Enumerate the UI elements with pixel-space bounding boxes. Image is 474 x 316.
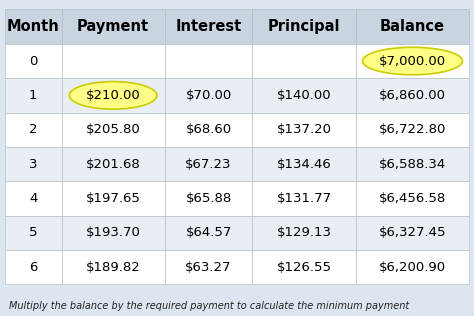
FancyBboxPatch shape [356, 147, 469, 181]
Text: $210.00: $210.00 [86, 89, 140, 102]
FancyBboxPatch shape [165, 181, 253, 216]
FancyBboxPatch shape [253, 112, 356, 147]
FancyBboxPatch shape [62, 9, 165, 44]
Text: $6,200.90: $6,200.90 [379, 261, 446, 274]
FancyBboxPatch shape [165, 78, 253, 112]
Text: $6,456.58: $6,456.58 [379, 192, 446, 205]
FancyBboxPatch shape [165, 112, 253, 147]
Text: $193.70: $193.70 [86, 226, 141, 239]
Text: $67.23: $67.23 [185, 158, 232, 171]
Text: 5: 5 [29, 226, 37, 239]
FancyBboxPatch shape [356, 44, 469, 78]
Text: $7,000.00: $7,000.00 [379, 55, 446, 68]
Text: $129.13: $129.13 [277, 226, 332, 239]
FancyBboxPatch shape [62, 112, 165, 147]
Text: 3: 3 [29, 158, 37, 171]
FancyBboxPatch shape [62, 44, 165, 78]
FancyBboxPatch shape [5, 9, 62, 44]
FancyBboxPatch shape [165, 9, 253, 44]
Text: 4: 4 [29, 192, 37, 205]
Text: Balance: Balance [380, 19, 445, 34]
Text: $140.00: $140.00 [277, 89, 331, 102]
FancyBboxPatch shape [356, 78, 469, 112]
FancyBboxPatch shape [5, 44, 62, 78]
Text: $65.88: $65.88 [185, 192, 232, 205]
Text: $6,860.00: $6,860.00 [379, 89, 446, 102]
FancyBboxPatch shape [5, 112, 62, 147]
FancyBboxPatch shape [62, 216, 165, 250]
Text: $134.46: $134.46 [277, 158, 331, 171]
Text: $137.20: $137.20 [277, 123, 332, 136]
Text: 6: 6 [29, 261, 37, 274]
Text: Month: Month [7, 19, 60, 34]
Text: $6,588.34: $6,588.34 [379, 158, 446, 171]
FancyBboxPatch shape [5, 181, 62, 216]
Text: $70.00: $70.00 [185, 89, 232, 102]
Text: $6,327.45: $6,327.45 [379, 226, 446, 239]
Text: $189.82: $189.82 [86, 261, 140, 274]
FancyBboxPatch shape [165, 216, 253, 250]
Text: $131.77: $131.77 [276, 192, 332, 205]
FancyBboxPatch shape [62, 147, 165, 181]
FancyBboxPatch shape [253, 181, 356, 216]
FancyBboxPatch shape [253, 216, 356, 250]
FancyBboxPatch shape [253, 78, 356, 112]
FancyBboxPatch shape [5, 147, 62, 181]
Text: Interest: Interest [175, 19, 242, 34]
FancyBboxPatch shape [356, 250, 469, 284]
FancyBboxPatch shape [253, 147, 356, 181]
Ellipse shape [69, 82, 157, 109]
FancyBboxPatch shape [165, 250, 253, 284]
Text: $197.65: $197.65 [86, 192, 141, 205]
FancyBboxPatch shape [5, 216, 62, 250]
Text: Payment: Payment [77, 19, 149, 34]
FancyBboxPatch shape [356, 216, 469, 250]
FancyBboxPatch shape [165, 147, 253, 181]
FancyBboxPatch shape [253, 9, 356, 44]
Ellipse shape [363, 47, 463, 75]
FancyBboxPatch shape [253, 250, 356, 284]
FancyBboxPatch shape [62, 78, 165, 112]
Text: $6,722.80: $6,722.80 [379, 123, 446, 136]
FancyBboxPatch shape [5, 78, 62, 112]
FancyBboxPatch shape [5, 250, 62, 284]
FancyBboxPatch shape [165, 44, 253, 78]
FancyBboxPatch shape [356, 112, 469, 147]
FancyBboxPatch shape [356, 181, 469, 216]
FancyBboxPatch shape [253, 44, 356, 78]
Text: $68.60: $68.60 [185, 123, 232, 136]
FancyBboxPatch shape [62, 250, 165, 284]
FancyBboxPatch shape [62, 181, 165, 216]
Text: $205.80: $205.80 [86, 123, 140, 136]
Text: Multiply the balance by the required payment to calculate the minimum payment: Multiply the balance by the required pay… [9, 301, 410, 311]
Text: $63.27: $63.27 [185, 261, 232, 274]
FancyBboxPatch shape [356, 9, 469, 44]
Text: 1: 1 [29, 89, 37, 102]
Text: 2: 2 [29, 123, 37, 136]
Text: $64.57: $64.57 [185, 226, 232, 239]
Text: $126.55: $126.55 [277, 261, 332, 274]
Text: $201.68: $201.68 [86, 158, 140, 171]
Text: 0: 0 [29, 55, 37, 68]
Text: Principal: Principal [268, 19, 340, 34]
